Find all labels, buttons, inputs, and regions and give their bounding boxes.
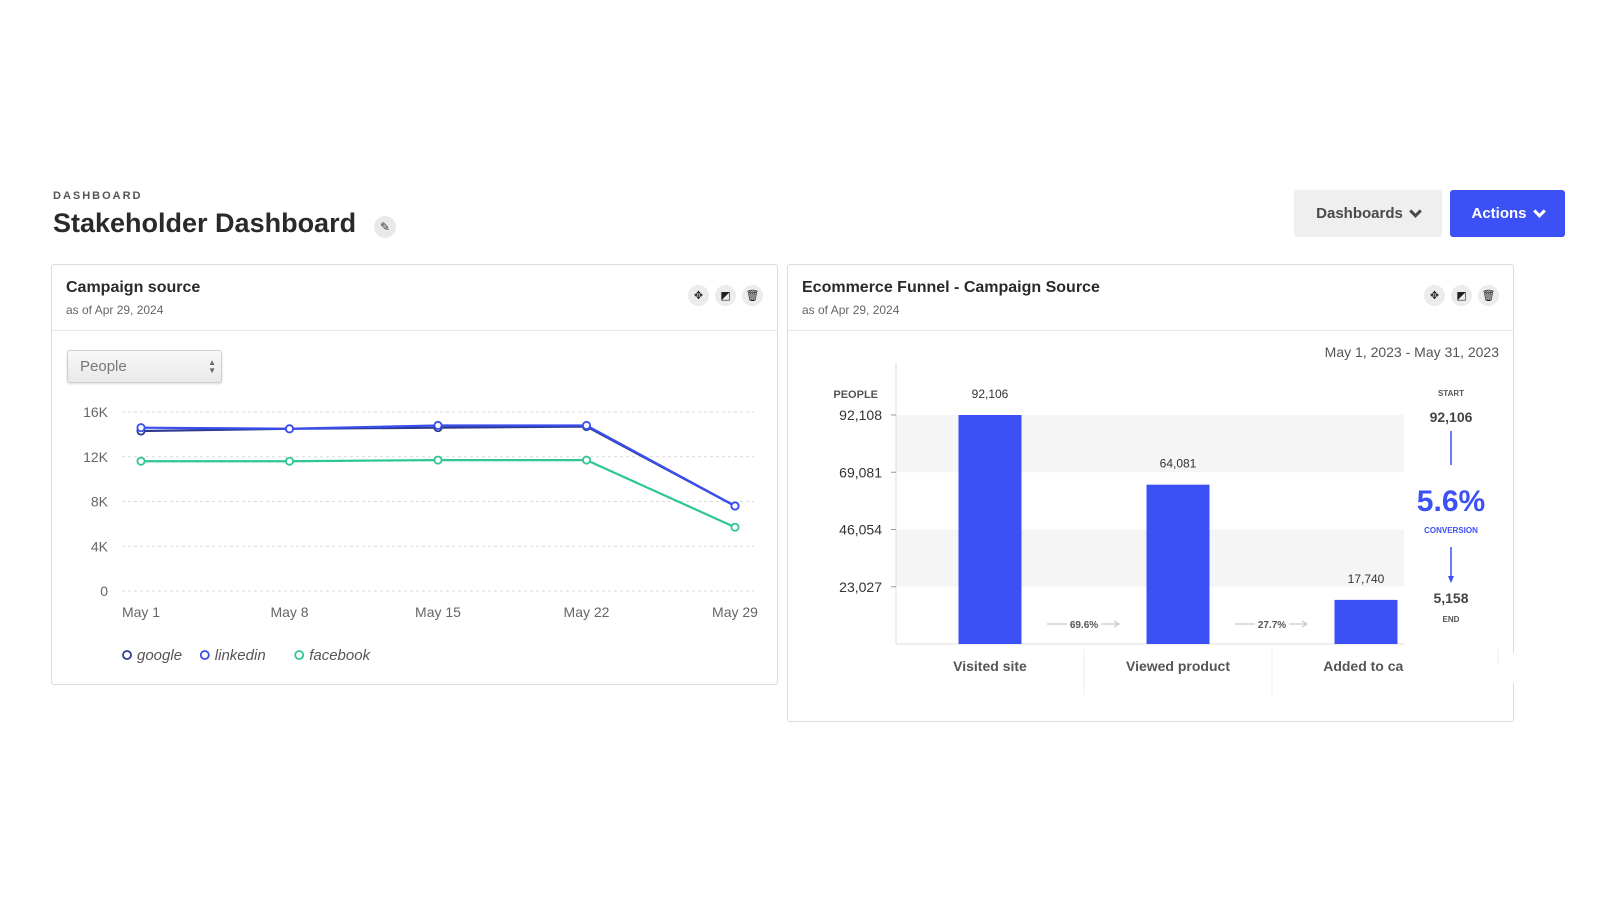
delete-button[interactable]: 🗑: [742, 285, 763, 306]
delete-button[interactable]: 🗑: [1478, 285, 1499, 306]
move-icon: ✥: [1429, 290, 1440, 302]
funnel-bar: [1146, 484, 1210, 644]
funnel-bar-chart: PEOPLE 92,108 69,081 46,054 23,027 92,106 Visi…: [833, 363, 1514, 695]
breadcrumb: DASHBOARD: [53, 190, 143, 202]
series-line-facebook: [141, 459, 736, 529]
data-point-facebook: [136, 456, 146, 466]
y-tick-label: 69,081: [839, 464, 882, 480]
page-header: DASHBOARD Stakeholder Dashboard ✎: [53, 190, 1548, 239]
legend-label-linkedin: linkedin: [215, 647, 266, 664]
legend-marker-linkedin: [199, 650, 210, 660]
x-tick-label: May 1: [122, 604, 160, 620]
x-tick-label: May 8: [270, 604, 308, 620]
legend-label-google: google: [137, 647, 182, 664]
card-header: Ecommerce Funnel - Campaign Source as of…: [788, 265, 1513, 331]
y-tick-label: 16K: [83, 404, 109, 420]
expand-button[interactable]: ◩: [715, 285, 736, 306]
end-value: 5,158: [1433, 590, 1468, 606]
start-value: 92,106: [1430, 409, 1473, 425]
category-label: Viewed product: [1126, 658, 1230, 674]
card-title: Campaign source: [66, 279, 201, 296]
funnel-bar: [1334, 599, 1398, 644]
card-title: Ecommerce Funnel - Campaign Source: [802, 279, 1100, 296]
conversion-label: CONVERSION: [1424, 526, 1478, 535]
metric-select-value: People: [80, 358, 127, 375]
data-point-facebook: [582, 455, 592, 465]
data-point-facebook: [730, 522, 740, 532]
header-actions: Dashboards Actions: [1294, 190, 1565, 237]
data-point-linkedin: [136, 423, 146, 433]
category-label: Visited site: [953, 658, 1027, 674]
card-subtitle: as of Apr 29, 2024: [802, 303, 900, 317]
start-label: START: [1438, 389, 1464, 398]
trash-icon: 🗑: [1481, 290, 1496, 302]
x-tick-label: May 29: [712, 604, 758, 620]
card-header: Campaign source as of Apr 29, 2024 ✥ ◩ 🗑: [52, 265, 777, 331]
card-tools: ✥ ◩ 🗑: [1424, 285, 1499, 306]
data-point-facebook: [433, 455, 443, 465]
category-label: Added to car: [1323, 658, 1409, 674]
step-conversion-label: 27.7%: [1258, 620, 1286, 631]
pencil-icon: ✎: [380, 219, 391, 234]
card-tools: ✥ ◩ 🗑: [688, 285, 763, 306]
dashboards-label: Dashboards: [1316, 205, 1403, 222]
bar-value-label: 64,081: [1160, 457, 1197, 471]
x-tick-label: May 15: [415, 604, 461, 620]
card-subtitle: as of Apr 29, 2024: [66, 303, 164, 317]
y-tick-label: 23,027: [839, 579, 882, 595]
series-line-linkedin: [140, 424, 736, 507]
chevron-down-icon: [1408, 204, 1422, 218]
series-line-google: [140, 425, 736, 507]
data-point-facebook: [284, 456, 294, 466]
y-tick-label: 12K: [83, 449, 109, 465]
conversion-value: 5.6%: [1417, 485, 1485, 518]
y-tick-label: 8K: [91, 494, 109, 510]
select-arrows-icon: ▲ ▼: [208, 358, 216, 375]
campaign-line-chart: 16K 12K 8K 4K 0 May 1 May 8 May 15 May 22 May 29 g…: [83, 404, 758, 664]
y-tick-label: 46,054: [839, 522, 882, 538]
funnel-bar: [958, 415, 1022, 644]
arrow-down-icon: [1448, 576, 1454, 583]
date-range: May 1, 2023 - May 31, 2023: [1324, 344, 1499, 360]
step-arrow-head: [1113, 620, 1120, 628]
y-tick-label: 4K: [91, 538, 109, 554]
step-arrow-head: [1301, 620, 1308, 628]
move-button[interactable]: ✥: [1424, 285, 1445, 306]
y-tick-label: 0: [100, 583, 108, 599]
ecommerce-funnel-card: Ecommerce Funnel - Campaign Source as of…: [787, 264, 1514, 722]
end-label: END: [1443, 615, 1460, 624]
campaign-source-card: Campaign source as of Apr 29, 2024 ✥ ◩ 🗑…: [51, 264, 778, 685]
bar-value-label: 17,740: [1348, 572, 1385, 586]
data-point-linkedin: [730, 501, 740, 511]
actions-label: Actions: [1471, 205, 1527, 222]
move-icon: ✥: [693, 290, 704, 302]
move-button[interactable]: ✥: [688, 285, 709, 306]
data-point-linkedin: [284, 424, 294, 434]
y-tick-label: 92,108: [839, 407, 882, 423]
data-point-linkedin: [433, 420, 443, 430]
label-clip-mask: [1404, 653, 1514, 683]
legend-marker-google: [122, 650, 132, 660]
actions-dropdown-button[interactable]: Actions: [1450, 190, 1565, 237]
bar-value-label: 92,106: [972, 387, 1009, 401]
chevron-down-icon: [1532, 204, 1546, 218]
y-axis-label: PEOPLE: [833, 389, 878, 401]
page-title: Stakeholder Dashboard: [53, 208, 357, 238]
trash-icon: 🗑: [745, 290, 760, 302]
expand-button[interactable]: ◩: [1451, 285, 1472, 306]
edit-title-button[interactable]: ✎: [374, 215, 397, 238]
dashboards-dropdown-button[interactable]: Dashboards: [1294, 190, 1442, 237]
expand-icon: ◩: [1456, 290, 1467, 302]
legend-marker-facebook: [294, 650, 305, 660]
metric-select[interactable]: People ▲ ▼: [67, 350, 222, 383]
expand-icon: ◩: [720, 290, 731, 302]
legend-label-facebook: facebook: [309, 647, 371, 664]
step-conversion-label: 69.6%: [1070, 620, 1098, 631]
x-tick-label: May 22: [564, 604, 610, 620]
data-point-linkedin: [582, 420, 592, 430]
